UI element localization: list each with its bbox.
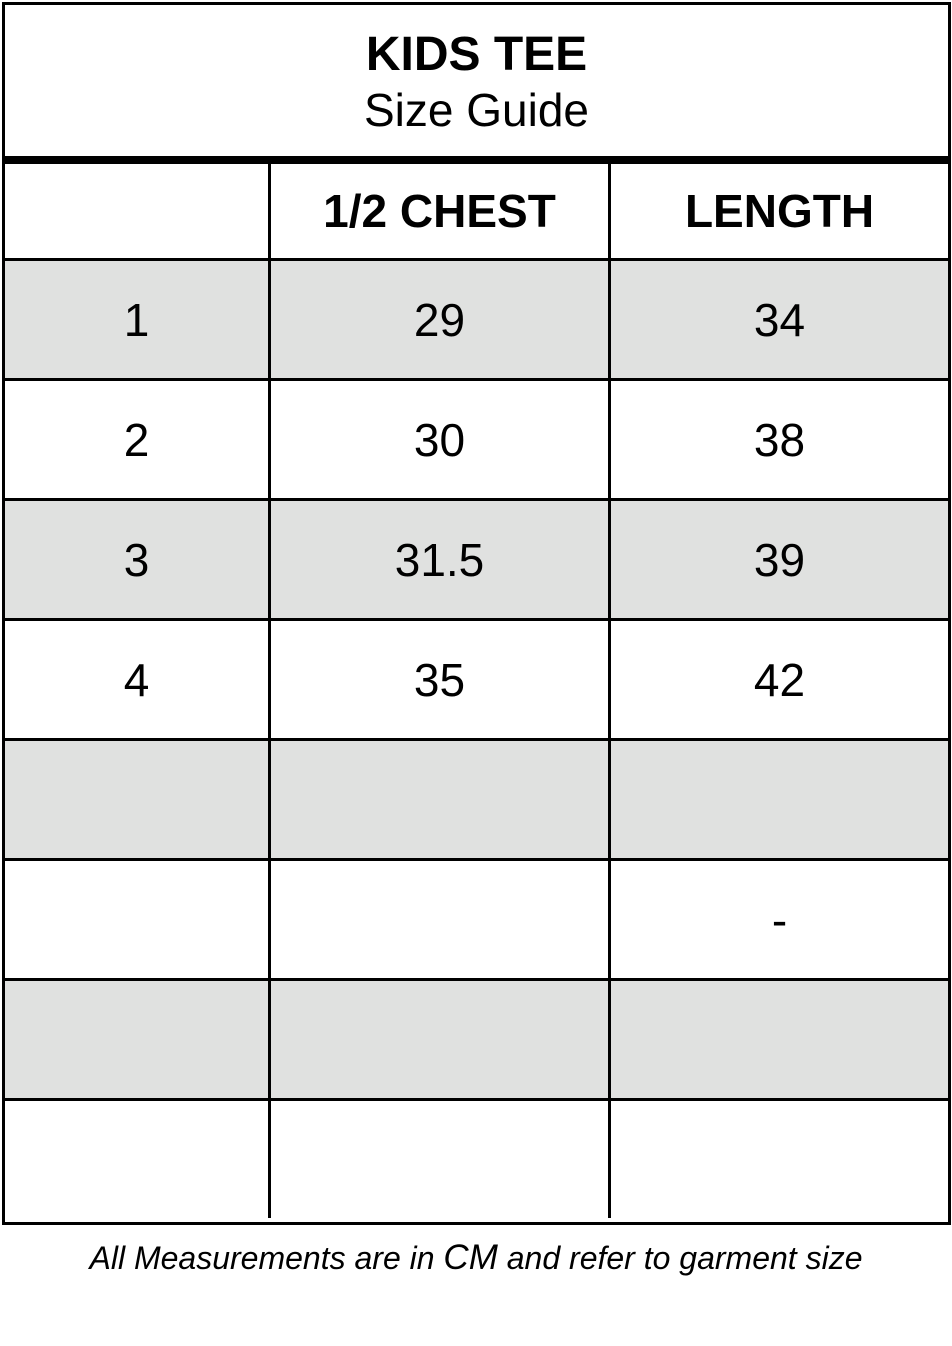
footnote-unit: CM <box>443 1238 498 1277</box>
table-cell: 42 <box>608 618 948 741</box>
table-row <box>5 1098 948 1218</box>
size-table: 1/2 CHEST LENGTH 1 29 34 2 30 38 3 31.5 39 4 35 42- <box>5 164 948 1218</box>
header-cell <box>5 164 271 261</box>
table-row <box>5 738 948 861</box>
chart-subtitle: Size Guide <box>363 84 589 136</box>
footnote-text: and refer to garment size <box>497 1240 863 1276</box>
table-cell: 2 <box>5 378 271 501</box>
table-cell: 39 <box>608 498 948 621</box>
table-cell <box>608 738 948 861</box>
size-guide-chart: KIDS TEE Size Guide 1/2 CHEST LENGTH 1 29… <box>2 2 951 1225</box>
table-cell <box>5 978 271 1101</box>
table-cell: - <box>608 858 948 981</box>
table-cell: 34 <box>608 258 948 381</box>
table-cell <box>5 1098 271 1218</box>
table-cell: 4 <box>5 618 271 741</box>
table-cell <box>608 1098 948 1218</box>
table-cell <box>268 978 611 1101</box>
table-row: 1 29 34 <box>5 258 948 381</box>
footnote: All Measurements are in CM and refer to … <box>0 1238 952 1278</box>
table-cell: 29 <box>268 258 611 381</box>
table-cell: 3 <box>5 498 271 621</box>
table-cell: 38 <box>608 378 948 501</box>
table-row: 3 31.5 39 <box>5 498 948 621</box>
header-cell: LENGTH <box>608 164 948 261</box>
footnote-text: All Measurements are in <box>89 1240 444 1276</box>
table-cell <box>268 858 611 981</box>
table-cell <box>5 858 271 981</box>
title-box: KIDS TEE Size Guide <box>5 5 948 156</box>
table-row: 2 30 38 <box>5 378 948 501</box>
table-row: 4 35 42 <box>5 618 948 741</box>
header-cell: 1/2 CHEST <box>268 164 611 261</box>
chart-title: KIDS TEE <box>365 28 588 81</box>
table-cell: 31.5 <box>268 498 611 621</box>
table-cell: 35 <box>268 618 611 741</box>
table-cell <box>268 1098 611 1218</box>
table-cell <box>5 738 271 861</box>
table-cell <box>268 738 611 861</box>
table-cell: 1 <box>5 258 271 381</box>
table-row: - <box>5 858 948 981</box>
divider <box>5 156 948 164</box>
table-cell: 30 <box>268 378 611 501</box>
header-row: 1/2 CHEST LENGTH <box>5 164 948 261</box>
table-row <box>5 978 948 1101</box>
table-cell <box>608 978 948 1101</box>
